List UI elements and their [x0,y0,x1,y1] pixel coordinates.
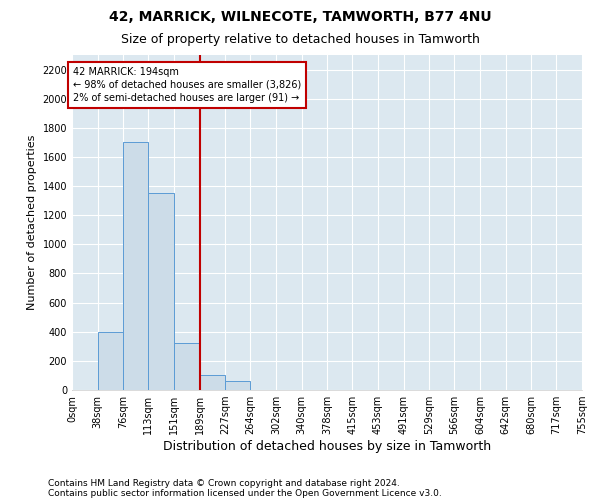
Text: Contains public sector information licensed under the Open Government Licence v3: Contains public sector information licen… [48,488,442,498]
Text: 42 MARRICK: 194sqm
← 98% of detached houses are smaller (3,826)
2% of semi-detac: 42 MARRICK: 194sqm ← 98% of detached hou… [73,66,301,103]
Bar [124,142,148,390]
Bar [226,382,250,390]
Bar [200,376,226,390]
Y-axis label: Number of detached properties: Number of detached properties [27,135,37,310]
Bar [148,194,174,390]
Bar [98,332,124,390]
X-axis label: Distribution of detached houses by size in Tamworth: Distribution of detached houses by size … [163,440,491,453]
Bar [174,344,200,390]
Text: Contains HM Land Registry data © Crown copyright and database right 2024.: Contains HM Land Registry data © Crown c… [48,478,400,488]
Text: Size of property relative to detached houses in Tamworth: Size of property relative to detached ho… [121,32,479,46]
Text: 42, MARRICK, WILNECOTE, TAMWORTH, B77 4NU: 42, MARRICK, WILNECOTE, TAMWORTH, B77 4N… [109,10,491,24]
